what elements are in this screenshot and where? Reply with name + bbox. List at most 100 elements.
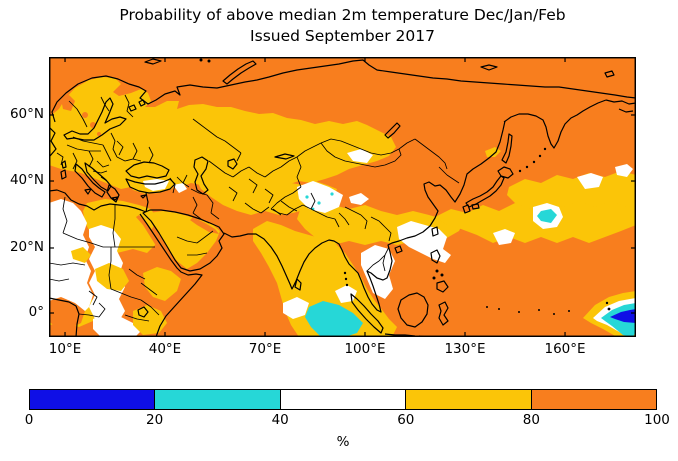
map-dot xyxy=(343,271,347,275)
map-dot xyxy=(518,311,520,313)
map-dot xyxy=(486,306,488,308)
region-east-africa-gold xyxy=(133,305,167,335)
region-xinjiang-white xyxy=(349,193,369,205)
coastline xyxy=(60,160,147,201)
region-npac-white-3 xyxy=(615,164,633,177)
map-dot xyxy=(518,169,522,173)
map-dot xyxy=(538,154,542,158)
country-border xyxy=(49,262,160,322)
map-dot xyxy=(432,276,436,280)
coastline xyxy=(350,293,384,334)
coastline xyxy=(74,163,106,198)
coastline xyxy=(49,126,57,157)
colorbar-tick-label: 0 xyxy=(24,412,34,428)
coastline xyxy=(193,156,209,195)
map-svg xyxy=(49,57,636,337)
colorbar-tick-label: 40 xyxy=(271,412,289,428)
map-dot xyxy=(82,112,88,118)
map-dot xyxy=(97,132,101,136)
region-mongolia-white xyxy=(347,149,373,163)
coastline xyxy=(497,166,514,179)
coastline xyxy=(294,278,302,291)
region-persian-gulf-orange xyxy=(190,217,219,234)
colorbar-segment-20-40 xyxy=(154,390,280,409)
colorbar-segment-80-100 xyxy=(530,390,657,409)
country-border xyxy=(414,138,460,184)
y-tick-label: 40°N xyxy=(9,172,44,188)
colorbar-unit-label: % xyxy=(336,434,350,450)
country-border xyxy=(68,94,134,128)
x-tick-label: 10°E xyxy=(48,341,82,357)
coastline xyxy=(139,213,203,337)
region-red-sea-orange xyxy=(136,215,179,271)
region-sumatra-ocean-cyan xyxy=(305,301,363,337)
country-border xyxy=(56,132,118,170)
region-npac-white-2 xyxy=(577,173,603,189)
x-tick-label: 70°E xyxy=(248,341,282,357)
region-npac-band-gold xyxy=(507,171,636,213)
country-border xyxy=(92,160,110,182)
region-scand-mountains-orange xyxy=(61,95,75,111)
coastline xyxy=(501,133,513,164)
x-tick-label: 130°E xyxy=(444,341,486,357)
colorbar-tick-label: 100 xyxy=(644,412,670,428)
map-dot xyxy=(538,309,540,311)
map-dot xyxy=(543,147,547,151)
region-europe-russia-gold xyxy=(49,77,396,189)
coastline xyxy=(465,175,505,208)
region-central-asia-iran-gold xyxy=(195,171,337,215)
coastline xyxy=(227,158,238,170)
coastline xyxy=(222,60,257,85)
coastline xyxy=(125,178,176,213)
coastline xyxy=(430,249,449,293)
coastline xyxy=(397,292,429,328)
country-border xyxy=(270,156,392,242)
chart-title-line2: Issued September 2017 xyxy=(250,27,435,45)
coastline xyxy=(128,99,401,318)
region-npac-cyan-core xyxy=(537,209,557,223)
y-tick-label: 60°N xyxy=(9,105,44,122)
map-dot xyxy=(330,192,334,196)
coastline xyxy=(125,161,170,179)
map-dot xyxy=(553,313,555,315)
country-border xyxy=(366,246,390,272)
colorbar-tick-label: 80 xyxy=(522,412,540,428)
coastline xyxy=(503,99,607,149)
country-border xyxy=(62,196,155,290)
coastline xyxy=(438,301,449,326)
x-tick-label: 160°E xyxy=(544,341,586,357)
coastline xyxy=(63,97,127,141)
coastline xyxy=(394,245,403,254)
country-border xyxy=(192,118,322,158)
country-border xyxy=(320,138,416,168)
map-dot xyxy=(345,283,349,287)
map-dot xyxy=(498,308,500,310)
colorbar-segment-60-80 xyxy=(405,390,531,409)
map-dot xyxy=(607,307,611,311)
region-congo-orange xyxy=(49,297,85,329)
colorbar xyxy=(29,389,657,410)
coastline xyxy=(144,58,615,78)
country-border xyxy=(116,140,154,164)
y-tick-label: 20°N xyxy=(9,238,44,255)
coastline xyxy=(605,99,636,113)
map-dot xyxy=(317,201,321,205)
region-nino-blue-core xyxy=(610,309,636,323)
chart-title: Probability of above median 2m temperatu… xyxy=(49,5,636,47)
map-dot xyxy=(605,301,609,305)
region-anatolia-white-b xyxy=(173,183,187,193)
country-border xyxy=(176,230,214,256)
colorbar-segment-40-60 xyxy=(279,390,406,409)
region-africa-west-white xyxy=(49,199,93,315)
map-dot xyxy=(344,277,348,281)
map-area xyxy=(49,57,636,337)
region-ethiopia-gold xyxy=(143,267,181,301)
region-sahel-bottom-white xyxy=(93,313,141,337)
region-indian-ocean-white-a xyxy=(283,297,309,319)
map-dot xyxy=(440,273,444,277)
colorbar-tick-label: 20 xyxy=(146,412,164,428)
region-indochina-white xyxy=(361,245,395,299)
region-tibet-white xyxy=(297,181,343,213)
map-dot xyxy=(199,58,203,62)
coastline xyxy=(106,184,120,203)
